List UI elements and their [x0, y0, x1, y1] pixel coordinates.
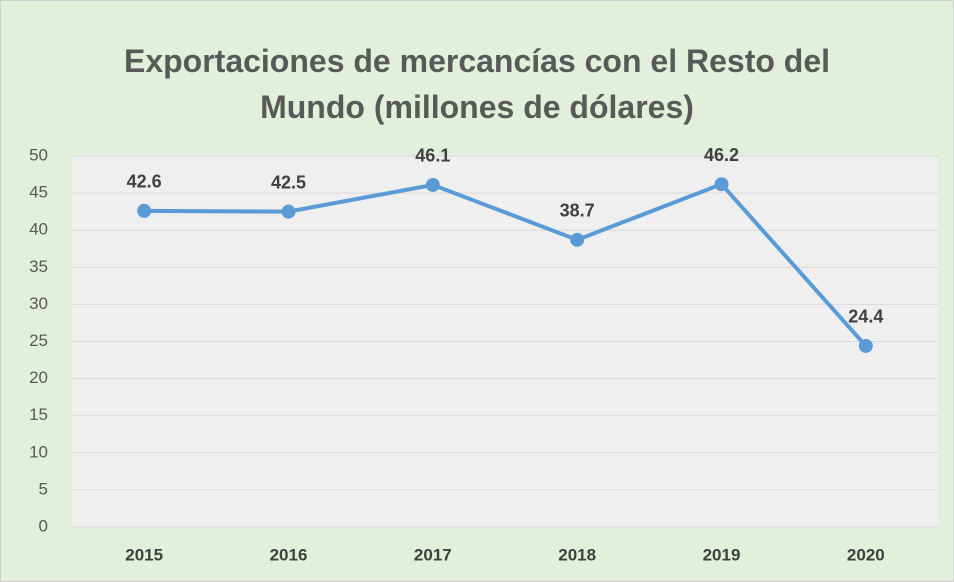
data-label: 24.4 [848, 307, 883, 327]
x-tick-label: 2019 [703, 545, 741, 564]
marker [425, 177, 440, 192]
y-tick-label: 20 [29, 368, 48, 387]
x-tick-label: 2020 [847, 545, 885, 564]
y-tick-label: 35 [29, 257, 48, 276]
chart-title: Exportaciones de mercancías con el Resto… [123, 43, 831, 125]
y-tick-label: 5 [39, 479, 48, 498]
data-label: 46.2 [704, 145, 739, 165]
line [144, 182, 868, 348]
y-tick-label: 25 [29, 331, 48, 350]
data-label: 42.6 [127, 172, 162, 192]
marker [570, 232, 585, 247]
y-tick-label: 40 [29, 220, 48, 239]
y-tick-label: 0 [39, 516, 48, 535]
data-label: 42.5 [271, 172, 306, 192]
y-tick-label: 45 [29, 183, 48, 202]
marker [281, 204, 296, 219]
y-tick-label: 30 [29, 294, 48, 313]
marker [137, 203, 152, 218]
x-tick-label: 2015 [125, 545, 163, 564]
marker [858, 338, 873, 353]
x-tick-label: 2018 [558, 545, 596, 564]
data-label: 46.1 [415, 146, 450, 166]
marker [714, 177, 729, 192]
data-label: 38.7 [560, 201, 595, 221]
x-tick-label: 2016 [270, 545, 308, 564]
y-tick-label: 10 [29, 442, 48, 461]
y-tick-label: 50 [29, 145, 48, 164]
x-tick-label: 2017 [414, 545, 452, 564]
y-tick-label: 15 [29, 405, 48, 424]
